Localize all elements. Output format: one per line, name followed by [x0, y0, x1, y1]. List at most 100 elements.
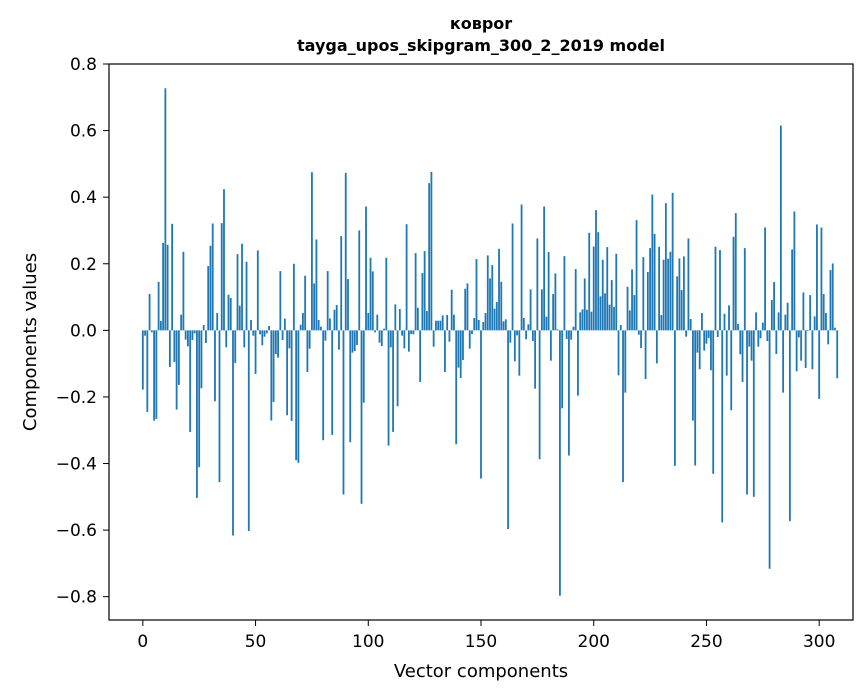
- bar: [238, 305, 241, 331]
- bar: [414, 253, 417, 331]
- bar: [669, 251, 672, 331]
- bar: [642, 257, 645, 331]
- bar: [631, 269, 633, 331]
- bar: [166, 244, 169, 331]
- bar: [586, 309, 588, 331]
- bar: [162, 242, 165, 331]
- bar: [568, 330, 570, 456]
- bar: [482, 322, 485, 331]
- bar: [752, 330, 755, 497]
- bar: [423, 251, 426, 331]
- bar: [412, 330, 415, 335]
- bar: [159, 321, 162, 331]
- bar: [252, 330, 255, 336]
- bar: [209, 245, 212, 331]
- bar: [588, 232, 591, 331]
- bar: [761, 322, 764, 331]
- bar: [486, 255, 489, 331]
- bar: [396, 330, 399, 407]
- bar: [171, 223, 174, 331]
- bar: [520, 204, 523, 331]
- bar: [651, 194, 654, 331]
- bar: [581, 309, 584, 331]
- bar: [236, 254, 239, 331]
- bar: [572, 326, 575, 331]
- bar: [398, 309, 401, 331]
- bar: [707, 330, 710, 339]
- bar: [694, 330, 697, 466]
- bar: [450, 289, 453, 331]
- bar: [462, 330, 464, 360]
- bar: [344, 172, 347, 331]
- bar: [146, 330, 149, 412]
- bar: [234, 330, 237, 363]
- bar: [800, 330, 803, 361]
- bar: [633, 295, 636, 331]
- bar: [529, 289, 532, 331]
- bar: [389, 330, 392, 348]
- bar: [802, 292, 805, 331]
- bar: [822, 294, 825, 331]
- bar: [254, 330, 257, 374]
- bar: [696, 330, 699, 353]
- bar: [604, 293, 606, 331]
- bars-group: [141, 88, 839, 596]
- bar: [791, 249, 794, 331]
- bar: [649, 248, 651, 331]
- bar: [216, 313, 219, 331]
- bar: [459, 330, 462, 378]
- bar: [473, 318, 476, 331]
- bar: [464, 288, 467, 331]
- bar: [818, 330, 821, 399]
- y-tick-label: 0.6: [70, 122, 97, 142]
- bar: [811, 330, 814, 370]
- bar: [705, 330, 708, 344]
- bar: [394, 304, 397, 331]
- bar: [540, 289, 543, 331]
- bar: [288, 330, 291, 349]
- bar: [466, 283, 469, 331]
- bar: [331, 330, 334, 435]
- bar: [153, 330, 155, 421]
- bar: [265, 330, 268, 334]
- bar: [202, 325, 205, 331]
- bar: [182, 251, 185, 331]
- bar: [468, 330, 471, 349]
- bar: [784, 314, 787, 331]
- bar: [495, 302, 498, 331]
- bar: [559, 330, 561, 596]
- bar: [263, 330, 266, 337]
- bar: [453, 314, 455, 331]
- bar: [755, 312, 757, 331]
- bar: [831, 263, 834, 331]
- bar: [613, 307, 615, 331]
- bar: [392, 330, 394, 432]
- y-tick-label: −0.4: [56, 455, 97, 475]
- bar: [561, 330, 564, 409]
- bar: [579, 312, 582, 331]
- bar: [536, 238, 539, 331]
- bar: [538, 330, 541, 460]
- bar: [448, 330, 451, 342]
- bar: [272, 330, 275, 402]
- bar: [644, 330, 647, 379]
- bar: [734, 213, 737, 331]
- bar: [836, 330, 839, 379]
- bar: [759, 330, 762, 339]
- x-tick-label: 250: [690, 632, 722, 652]
- bar: [428, 183, 431, 331]
- bar: [311, 172, 313, 331]
- bar: [383, 328, 385, 331]
- bar: [507, 330, 509, 530]
- bar: [480, 330, 482, 479]
- bar: [795, 330, 798, 372]
- bar: [191, 330, 194, 341]
- bar: [825, 313, 827, 331]
- bar: [401, 330, 403, 336]
- bar: [782, 330, 785, 393]
- bar: [570, 330, 573, 340]
- bar: [788, 330, 791, 522]
- x-tick-label: 200: [578, 632, 610, 652]
- bar: [261, 330, 264, 346]
- bar: [547, 252, 550, 331]
